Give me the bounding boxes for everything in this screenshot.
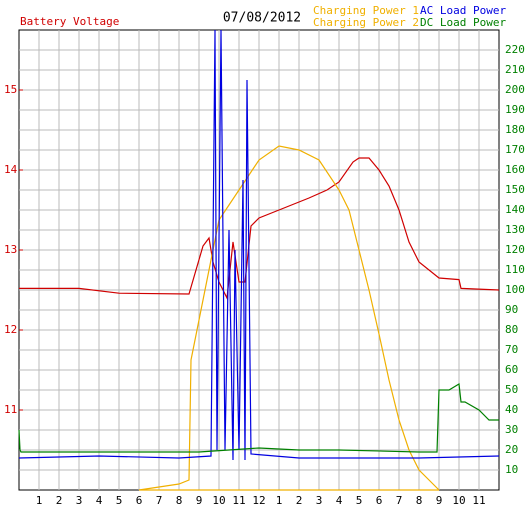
y2-tick-label: 210 (505, 63, 525, 76)
y2-tick-label: 10 (505, 463, 518, 476)
x-tick-label: 5 (356, 494, 363, 507)
series-line (18, 29, 500, 461)
x-tick-label: 9 (436, 494, 443, 507)
x-tick-label: 8 (176, 494, 183, 507)
x-tick-label: 10 (212, 494, 225, 507)
y2-tick-label: 90 (505, 303, 518, 316)
y-tick-label: 14 (4, 163, 18, 176)
x-tick-label: 3 (316, 494, 323, 507)
x-tick-label: 4 (336, 494, 343, 507)
x-tick-label: 8 (416, 494, 423, 507)
x-tick-label: 11 (472, 494, 485, 507)
x-tick-label: 3 (76, 494, 83, 507)
series-line (138, 145, 440, 491)
y2-tick-label: 100 (505, 283, 525, 296)
x-tick-label: 2 (56, 494, 63, 507)
x-tick-label: 9 (196, 494, 203, 507)
x-tick-label: 11 (232, 494, 245, 507)
series-line (19, 157, 500, 301)
x-tick-label: 6 (376, 494, 383, 507)
series-line (18, 383, 499, 453)
legend-entry: Charging Power 2 (313, 16, 419, 29)
y2-tick-label: 60 (505, 363, 518, 376)
y2-tick-label: 180 (505, 123, 525, 136)
x-tick-label: 1 (36, 494, 43, 507)
x-tick-label: 2 (296, 494, 303, 507)
y-tick-label: 11 (4, 403, 17, 416)
y2-tick-label: 150 (505, 183, 525, 196)
y2-tick-label: 220 (505, 43, 525, 56)
y2-tick-label: 130 (505, 223, 525, 236)
x-tick-label: 1 (276, 494, 283, 507)
y2-tick-label: 20 (505, 443, 518, 456)
legend-entry: AC Load Power (420, 4, 506, 17)
y2-tick-label: 190 (505, 103, 525, 116)
y-tick-label: 13 (4, 243, 17, 256)
y2-tick-label: 140 (505, 203, 525, 216)
y2-tick-label: 50 (505, 383, 518, 396)
y-axis-title: Battery Voltage (20, 15, 119, 28)
x-tick-label: 6 (136, 494, 143, 507)
y2-tick-label: 80 (505, 323, 518, 336)
x-tick-label: 12 (252, 494, 265, 507)
y2-tick-label: 200 (505, 83, 525, 96)
y2-tick-label: 40 (505, 403, 518, 416)
x-tick-label: 7 (156, 494, 163, 507)
x-tick-label: 5 (116, 494, 123, 507)
y-tick-label: 12 (4, 323, 17, 336)
y-tick-label: 15 (4, 83, 17, 96)
y2-tick-label: 110 (505, 263, 525, 276)
x-tick-label: 10 (452, 494, 465, 507)
y2-tick-label: 30 (505, 423, 518, 436)
y2-tick-label: 160 (505, 163, 525, 176)
y2-tick-label: 70 (505, 343, 518, 356)
legend-entry: DC Load Power (420, 16, 506, 29)
x-tick-label: 7 (396, 494, 403, 507)
y2-tick-label: 120 (505, 243, 525, 256)
x-tick-label: 4 (96, 494, 103, 507)
legend-entry: Charging Power 1 (313, 4, 419, 17)
y2-tick-label: 170 (505, 143, 525, 156)
chart-title: 07/08/2012 (223, 11, 301, 26)
